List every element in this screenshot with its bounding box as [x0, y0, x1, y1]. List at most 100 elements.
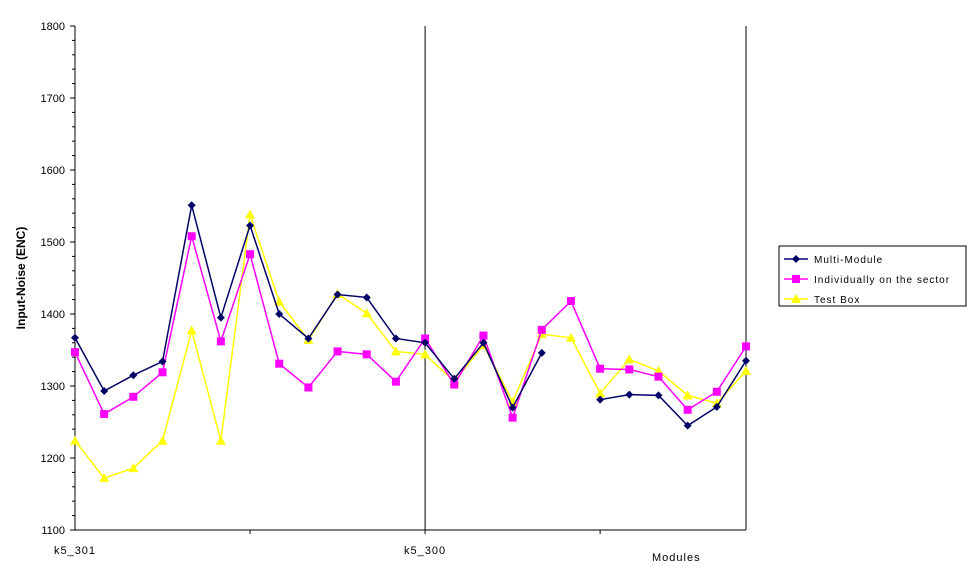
data-point: [275, 359, 284, 368]
data-point: [245, 209, 256, 219]
series-line: [74, 214, 747, 480]
legend-label: Individually on the sector: [814, 275, 950, 286]
data-point: [683, 405, 692, 414]
series-test-box: [70, 209, 751, 483]
data-point: [304, 334, 313, 343]
y-tick-label: 1100: [41, 525, 65, 537]
data-point: [479, 331, 488, 340]
data-point: [566, 297, 575, 306]
data-point: [100, 387, 109, 396]
data-point: [304, 383, 313, 392]
data-point: [625, 390, 634, 399]
data-point: [391, 377, 400, 386]
data-point: [187, 232, 196, 241]
data-point: [742, 356, 750, 365]
data-point: [742, 342, 750, 351]
data-point: [565, 332, 576, 342]
data-point: [450, 380, 459, 389]
series-line: [74, 236, 747, 420]
data-point: [508, 403, 517, 412]
data-point: [158, 368, 167, 377]
series-line: [74, 205, 543, 410]
data-point: [361, 308, 372, 318]
legend-marker: [791, 294, 801, 303]
data-point: [421, 334, 430, 343]
data-point: [420, 349, 431, 359]
data-point: [596, 395, 605, 404]
series-multi-module: [71, 201, 750, 430]
data-point: [683, 421, 692, 430]
data-point: [128, 463, 139, 473]
plot-area: [74, 26, 747, 531]
data-point: [390, 346, 401, 356]
data-point: [216, 337, 225, 346]
data-point: [70, 435, 80, 445]
data-point: [362, 350, 371, 359]
data-point: [246, 250, 255, 259]
data-point: [362, 293, 371, 302]
legend: Multi-Module Individually on the sector Te…: [778, 245, 967, 307]
data-point: [479, 338, 488, 347]
data-point: [654, 372, 663, 381]
data-point: [595, 388, 606, 398]
data-point: [654, 391, 663, 400]
data-point: [158, 357, 167, 366]
data-point: [711, 398, 722, 408]
data-point: [682, 390, 693, 400]
data-point: [508, 413, 517, 422]
data-point: [450, 374, 459, 383]
x-axis: k5_301 k5_300: [54, 530, 601, 557]
data-point: [187, 201, 196, 210]
legend-item: Individually on the sector: [784, 275, 950, 286]
data-point: [275, 310, 284, 318]
x-axis-title: Modules: [652, 552, 701, 564]
data-point: [333, 347, 342, 356]
data-point: [71, 348, 79, 357]
data-point: [246, 221, 255, 230]
x-category-label: k5_301: [54, 545, 96, 557]
y-tick-label: 1200: [41, 453, 65, 465]
data-point: [537, 325, 546, 334]
legend-marker: [792, 255, 800, 263]
data-point: [71, 333, 79, 342]
data-point: [625, 365, 634, 374]
data-point: [624, 354, 635, 364]
y-tick-label: 1600: [41, 165, 65, 177]
legend-label: Multi-Module: [814, 255, 883, 266]
y-tick-label: 1400: [41, 309, 65, 321]
y-tick-label: 1800: [41, 21, 65, 33]
series-individually-on-the-sector: [71, 232, 750, 422]
data-point: [391, 334, 400, 343]
x-category-label: k5_300: [404, 545, 446, 557]
y-tick-label: 1500: [41, 237, 65, 249]
data-point: [333, 290, 342, 299]
data-point: [274, 296, 285, 306]
data-point: [712, 402, 721, 411]
data-point: [216, 313, 225, 322]
y-axis-title: Input-Noise (ENC): [14, 227, 28, 330]
legend-item: Test Box: [784, 294, 860, 306]
data-point: [215, 435, 226, 445]
series-layer: [70, 201, 751, 483]
data-point: [157, 435, 168, 445]
legend-marker: [792, 275, 800, 283]
data-point: [537, 348, 546, 357]
data-point: [712, 387, 721, 396]
data-point: [653, 365, 664, 375]
legend-label: Test Box: [814, 295, 860, 306]
data-point: [596, 364, 605, 373]
legend-box: [778, 245, 967, 307]
y-axis: 1100 1200 1300 1400 1500 1600 1700 1800: [41, 21, 75, 537]
data-point: [99, 473, 110, 483]
legend-item: Multi-Module: [784, 255, 883, 266]
data-point: [100, 410, 109, 419]
data-point: [741, 365, 751, 375]
data-point: [186, 325, 197, 335]
data-point: [421, 338, 430, 347]
series-line: [600, 360, 747, 427]
data-point: [129, 392, 138, 401]
y-tick-label: 1700: [41, 93, 65, 105]
y-tick-label: 1300: [41, 381, 65, 393]
data-point: [129, 371, 138, 380]
